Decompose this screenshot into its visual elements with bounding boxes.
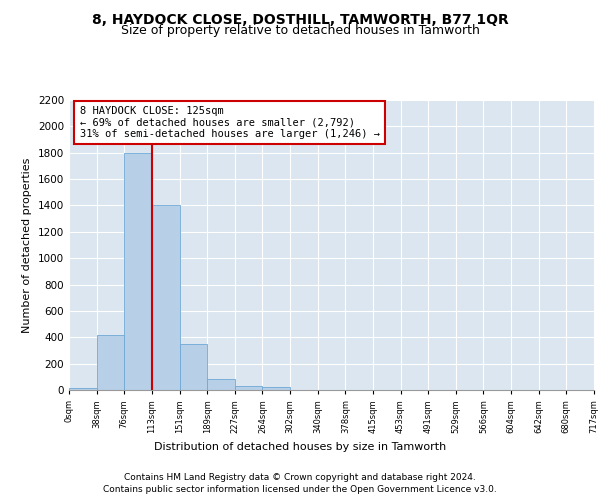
Bar	[235, 386, 262, 390]
Bar	[179, 344, 207, 390]
Text: Distribution of detached houses by size in Tamworth: Distribution of detached houses by size …	[154, 442, 446, 452]
Bar	[124, 152, 152, 390]
Text: 8, HAYDOCK CLOSE, DOSTHILL, TAMWORTH, B77 1QR: 8, HAYDOCK CLOSE, DOSTHILL, TAMWORTH, B7…	[92, 12, 508, 26]
Text: Size of property relative to detached houses in Tamworth: Size of property relative to detached ho…	[121, 24, 479, 37]
Bar	[262, 388, 290, 390]
Bar	[152, 206, 179, 390]
Text: Contains HM Land Registry data © Crown copyright and database right 2024.: Contains HM Land Registry data © Crown c…	[124, 472, 476, 482]
Bar	[69, 388, 97, 390]
Text: 8 HAYDOCK CLOSE: 125sqm
← 69% of detached houses are smaller (2,792)
31% of semi: 8 HAYDOCK CLOSE: 125sqm ← 69% of detache…	[79, 106, 380, 139]
Text: Contains public sector information licensed under the Open Government Licence v3: Contains public sector information licen…	[103, 485, 497, 494]
Y-axis label: Number of detached properties: Number of detached properties	[22, 158, 32, 332]
Bar	[97, 334, 124, 390]
Bar	[207, 380, 235, 390]
